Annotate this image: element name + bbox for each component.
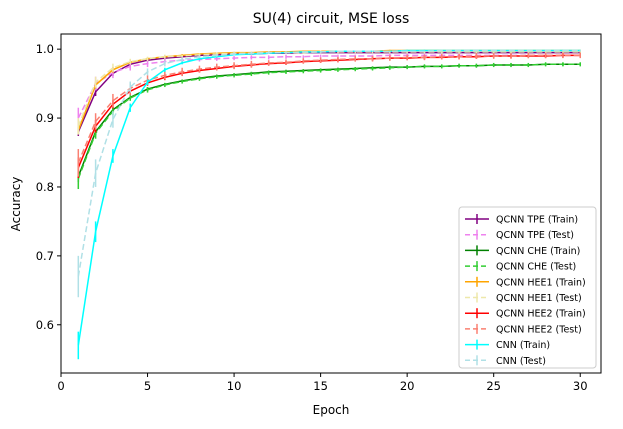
legend-label: QCNN TPE (Test) xyxy=(496,230,574,241)
x-tick-label: 20 xyxy=(400,379,415,393)
legend-label: QCNN HEE1 (Train) xyxy=(496,277,586,288)
x-tick-label: 0 xyxy=(57,379,64,393)
legend-label: QCNN HEE2 (Test) xyxy=(496,324,582,335)
x-tick-label: 10 xyxy=(227,379,242,393)
legend-label: QCNN TPE (Train) xyxy=(496,215,578,226)
legend-label: QCNN HEE1 (Test) xyxy=(496,293,582,304)
series-line xyxy=(77,63,581,179)
plot-frame xyxy=(60,33,602,374)
legend-box xyxy=(458,206,597,369)
y-tick-label: 0.9 xyxy=(36,111,54,125)
series-line xyxy=(77,54,581,164)
legend-label: QCNN CHE (Test) xyxy=(496,262,576,273)
legend-item: QCNN TPE (Train) xyxy=(465,214,578,226)
legend-label: CNN (Test) xyxy=(496,356,546,367)
legend-label: QCNN HEE2 (Train) xyxy=(496,309,586,320)
y-tick-label: 0.6 xyxy=(36,318,54,332)
x-tick-label: 15 xyxy=(313,379,328,393)
x-tick-label: 5 xyxy=(144,379,151,393)
legend-label: QCNN CHE (Train) xyxy=(496,246,580,257)
x-axis-label: Epoch xyxy=(313,403,350,417)
series-line xyxy=(77,49,581,277)
legend-item: QCNN CHE (Train) xyxy=(465,245,580,257)
series-line xyxy=(77,51,581,127)
legend-item: QCNN HEE1 (Train) xyxy=(465,276,586,288)
y-axis-label: Accuracy xyxy=(9,177,23,232)
y-tick-label: 1.0 xyxy=(36,42,54,56)
legend-item: QCNN HEE2 (Train) xyxy=(465,308,586,320)
legend-item: CNN (Train) xyxy=(465,339,550,351)
y-tick-label: 0.8 xyxy=(36,180,54,194)
series-cnn-test xyxy=(77,49,581,298)
y-tick-label: 0.7 xyxy=(36,249,54,263)
chart-title: SU(4) circuit, MSE loss xyxy=(253,11,410,27)
legend-item: QCNN HEE2 (Test) xyxy=(465,323,582,335)
series-qcnn-hee2-test xyxy=(77,52,581,177)
legend-item: QCNN HEE1 (Test) xyxy=(465,292,582,304)
legend-item: CNN (Test) xyxy=(465,355,546,367)
x-tick-label: 30 xyxy=(573,379,588,393)
legend-item: QCNN TPE (Test) xyxy=(465,229,574,241)
x-tick-label: 25 xyxy=(486,379,501,393)
legend-label: CNN (Train) xyxy=(496,340,550,351)
legend-item: QCNN CHE (Test) xyxy=(465,261,576,273)
legend: QCNN TPE (Train) QCNN TPE (Test) QCNN CHE … xyxy=(458,206,597,369)
